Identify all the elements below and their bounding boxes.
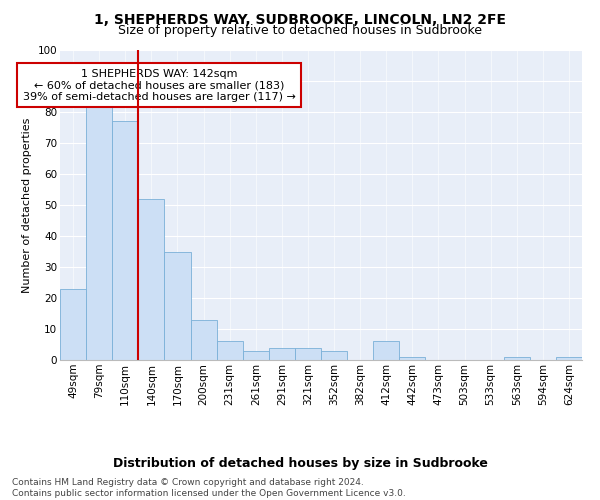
Text: Size of property relative to detached houses in Sudbrooke: Size of property relative to detached ho…: [118, 24, 482, 37]
Bar: [60, 288, 86, 360]
Bar: [373, 342, 400, 360]
Bar: [504, 357, 530, 360]
Bar: [269, 348, 295, 360]
Bar: [295, 348, 321, 360]
Text: Distribution of detached houses by size in Sudbrooke: Distribution of detached houses by size …: [113, 458, 487, 470]
Bar: [86, 106, 112, 360]
Bar: [112, 122, 139, 360]
Bar: [556, 357, 582, 360]
Y-axis label: Number of detached properties: Number of detached properties: [22, 118, 32, 292]
Text: 1, SHEPHERDS WAY, SUDBROOKE, LINCOLN, LN2 2FE: 1, SHEPHERDS WAY, SUDBROOKE, LINCOLN, LN…: [94, 12, 506, 26]
Bar: [191, 320, 217, 360]
Bar: [139, 199, 164, 360]
Bar: [400, 357, 425, 360]
Bar: [164, 252, 191, 360]
Bar: [321, 350, 347, 360]
Text: 1 SHEPHERDS WAY: 142sqm
← 60% of detached houses are smaller (183)
39% of semi-d: 1 SHEPHERDS WAY: 142sqm ← 60% of detache…: [23, 68, 296, 102]
Text: Contains HM Land Registry data © Crown copyright and database right 2024.
Contai: Contains HM Land Registry data © Crown c…: [12, 478, 406, 498]
Bar: [217, 342, 243, 360]
Bar: [243, 350, 269, 360]
